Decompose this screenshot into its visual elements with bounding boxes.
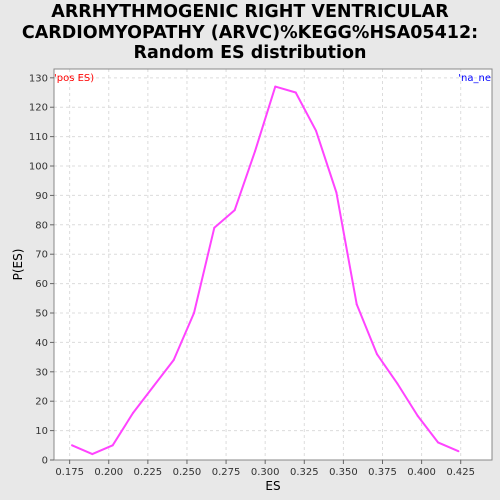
- y-tick-label: 100: [29, 162, 48, 173]
- data-point: [132, 412, 134, 414]
- x-tick-label: 0.425: [446, 467, 475, 478]
- x-axis-label: ES: [265, 479, 280, 493]
- chart-title-line-1: ARRHYTHMOGENIC RIGHT VENTRICULAR: [51, 2, 449, 22]
- data-point: [91, 453, 94, 456]
- y-tick-label: 50: [35, 309, 48, 320]
- x-tick-label: 0.175: [55, 467, 84, 478]
- y-axis-label: P(ES): [11, 249, 25, 281]
- chart-title-line-2: CARDIOMYOPATHY (ARVC)%KEGG%HSA05412:: [21, 22, 479, 43]
- x-tick-label: 0.200: [94, 467, 123, 478]
- data-point: [152, 385, 155, 388]
- y-tick-label: 60: [35, 279, 48, 290]
- data-point: [396, 382, 399, 385]
- y-axis: 0 10 20 30 40 50 60 70 80 90 100 110 120 130: [29, 73, 54, 467]
- y-tick-label: 20: [35, 397, 48, 408]
- x-tick-label: 0.250: [173, 467, 202, 478]
- data-point: [233, 209, 236, 212]
- y-tick-label: 110: [29, 132, 48, 143]
- data-point: [111, 444, 114, 447]
- chart-title: ARRHYTHMOGENIC RIGHT VENTRICULAR CARDIOM…: [0, 2, 500, 64]
- y-tick-label: 30: [35, 367, 48, 378]
- y-tick-label: 120: [29, 103, 48, 114]
- x-tick-label: 0.225: [134, 467, 163, 478]
- x-tick-label: 0.325: [290, 467, 319, 478]
- data-point: [213, 226, 216, 229]
- annotation-right: 'na_ne: [458, 73, 491, 84]
- data-point: [416, 414, 419, 417]
- y-tick-label: 130: [29, 73, 48, 84]
- y-tick-label: 90: [35, 191, 48, 202]
- y-tick-label: 70: [35, 250, 48, 261]
- y-tick-label: 40: [35, 338, 48, 349]
- series-layer: [71, 85, 460, 456]
- data-point: [172, 359, 175, 361]
- x-tick-label: 0.400: [407, 467, 436, 478]
- y-tick-label: 10: [35, 426, 48, 437]
- data-point: [355, 303, 358, 306]
- data-point: [71, 444, 73, 447]
- annotation-left: 'pos ES): [54, 73, 94, 84]
- y-tick-label: 80: [35, 220, 48, 231]
- data-point: [193, 312, 195, 314]
- grid-lines: [54, 69, 492, 461]
- data-point: [376, 353, 378, 356]
- data-point: [274, 85, 277, 88]
- series-line: [71, 85, 459, 456]
- chart-title-line-3: Random ES distribution: [133, 43, 367, 63]
- x-tick-label: 0.375: [368, 467, 397, 478]
- y-tick-label: 0: [42, 456, 48, 467]
- data-point: [294, 91, 297, 94]
- plot-area: [54, 69, 492, 460]
- data-point: [254, 150, 256, 153]
- x-tick-label: 0.350: [329, 467, 358, 478]
- x-tick-label: 0.275: [212, 467, 241, 478]
- x-tick-label: 0.300: [251, 467, 280, 478]
- data-point: [315, 129, 317, 132]
- data-point: [335, 191, 338, 194]
- x-axis: 0.175 0.200 0.225 0.250 0.275 0.300 0.325 0.350…: [55, 460, 475, 478]
- data-point: [457, 450, 460, 453]
- plot-frame: [53, 68, 493, 461]
- data-point: [437, 441, 439, 444]
